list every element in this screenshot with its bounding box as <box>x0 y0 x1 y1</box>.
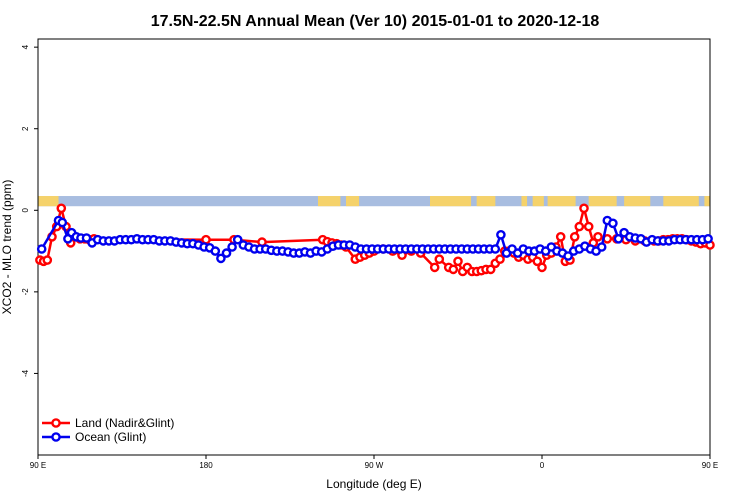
strip-ocean <box>38 196 710 207</box>
series-1-point-99 <box>596 242 607 252</box>
series-0-point-58 <box>555 231 566 242</box>
series-0-point-32 <box>429 262 440 273</box>
legend: Land (Nadir&Glint)Ocean (Glint) <box>42 416 174 444</box>
series-1-point-33 <box>227 242 237 252</box>
series-0-point-61 <box>569 231 580 242</box>
series-layer <box>35 203 715 277</box>
chart-title: 17.5N-22.5N Annual Mean (Ver 10) 2015-01… <box>151 13 600 30</box>
series-0-point-33 <box>434 254 445 265</box>
legend-marker-0 <box>51 418 61 428</box>
x-tick-label-3: 0 <box>540 461 545 470</box>
y-axis-label: XCO2 - MLO trend (ppm) <box>0 180 14 315</box>
y-tick-label-4: -4 <box>21 369 30 377</box>
series-1-point-31 <box>216 253 226 264</box>
series-1-point-102 <box>613 233 624 244</box>
land-ocean-strip <box>38 196 710 207</box>
strip-land-3 <box>346 196 360 207</box>
x-axis-label: Longitude (deg E) <box>326 477 421 491</box>
series-1-point-30 <box>210 246 221 256</box>
x-tick-label-0: 90 E <box>30 461 46 470</box>
series-1-point-2 <box>57 217 68 228</box>
strip-land-2 <box>318 196 341 207</box>
series-0-point-2 <box>42 255 53 265</box>
series-0-point-62 <box>574 221 585 232</box>
x-axis: 90 E 180 90 W 0 90 E <box>30 455 718 470</box>
series-1-point-7 <box>81 233 92 243</box>
series-1-point-101 <box>608 218 618 229</box>
series-0-point-66 <box>593 231 603 242</box>
strip-land-6 <box>521 196 528 207</box>
series-0-point-13 <box>201 234 211 245</box>
series-1-point-0 <box>36 244 47 254</box>
y-tick-label-3: -2 <box>21 288 30 296</box>
strip-land-0 <box>38 196 59 207</box>
strip-land-5 <box>476 196 496 207</box>
series-0-point-54 <box>537 262 547 273</box>
strip-land-9 <box>588 196 617 207</box>
strip-land-10 <box>624 196 651 207</box>
series-0-point-5 <box>56 203 67 214</box>
legend-label-1: Ocean (Glint) <box>75 430 146 444</box>
series-1 <box>36 215 713 264</box>
strip-land-7 <box>532 196 544 207</box>
x-tick-label-1: 180 <box>199 461 213 470</box>
series-1-point-80 <box>490 244 501 254</box>
series-0-point-35 <box>448 264 459 275</box>
y-axis: 4 2 0 -2 -4 <box>21 44 38 377</box>
x-tick-label-2: 90 W <box>365 461 384 470</box>
series-1-point-81 <box>496 229 506 240</box>
y-tick-label-2: 0 <box>21 208 30 213</box>
strip-land-12 <box>704 196 710 207</box>
legend-label-0: Land (Nadir&Glint) <box>75 416 174 430</box>
series-0-point-64 <box>583 221 594 232</box>
strip-land-4 <box>430 196 472 207</box>
y-tick-label-0: 4 <box>21 44 30 49</box>
y-tick-label-1: 2 <box>21 126 30 131</box>
series-0-point-45 <box>495 254 505 265</box>
series-1-point-118 <box>703 233 713 244</box>
strip-land-8 <box>547 196 576 207</box>
series-0-point-53 <box>532 256 543 267</box>
series-1-point-34 <box>232 234 243 245</box>
x-tick-label-4: 90 E <box>702 461 718 470</box>
series-1-point-93 <box>563 251 573 261</box>
legend-marker-1 <box>51 432 61 442</box>
strip-land-11 <box>663 196 699 207</box>
series-1-point-32 <box>221 248 232 258</box>
series-0-point-36 <box>453 256 463 267</box>
series-0-point-43 <box>485 264 496 275</box>
series-0-point-63 <box>579 203 589 214</box>
